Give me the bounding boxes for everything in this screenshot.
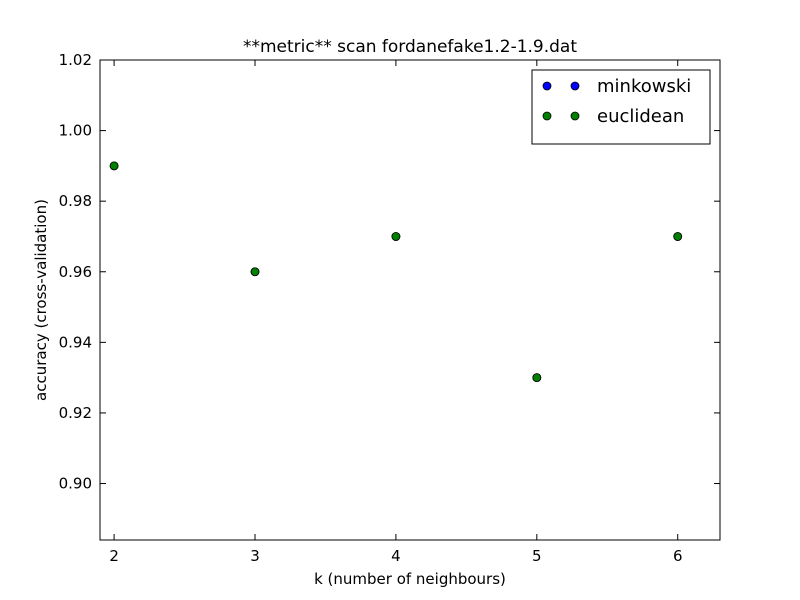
chart-title: **metric** scan fordanefake1.2-1.9.dat xyxy=(243,37,577,57)
y-tick-label: 0.92 xyxy=(59,404,92,422)
data-point-euclidean xyxy=(532,373,542,383)
data-point-euclidean xyxy=(109,161,119,171)
x-tick-label: 2 xyxy=(109,547,119,565)
plot-frame xyxy=(99,59,721,541)
data-point-euclidean xyxy=(673,232,683,241)
legend-marker-euclidean xyxy=(542,111,552,121)
x-axis-label: k (number of neighbours) xyxy=(314,570,506,588)
legend-marker-minkowski xyxy=(542,81,552,91)
y-axis-label: accuracy (cross-validation) xyxy=(32,199,50,401)
legend-marker-minkowski xyxy=(570,81,580,91)
x-tick-label: 6 xyxy=(673,547,683,565)
data-point-euclidean xyxy=(250,267,260,277)
legend: minkowski euclidean xyxy=(531,69,711,145)
legend-label-minkowski: minkowski xyxy=(597,76,691,97)
legend-label-euclidean: euclidean xyxy=(597,106,684,127)
legend-marker-euclidean xyxy=(570,111,580,121)
x-tick-label: 3 xyxy=(250,547,260,565)
y-tick-label: 1.02 xyxy=(59,51,92,69)
y-tick-label: 0.96 xyxy=(59,263,92,281)
x-tick-label: 5 xyxy=(532,547,542,565)
y-tick-label: 1.00 xyxy=(59,122,92,140)
x-tick-label: 4 xyxy=(391,547,401,565)
y-tick-label: 0.90 xyxy=(59,475,92,493)
plot-area: 2 3 4 5 6 0.90 0.92 0.94 0.96 0.98 1.00 1.02 xyxy=(59,51,721,565)
y-tick-label: 0.98 xyxy=(59,192,92,210)
data-point-euclidean xyxy=(391,232,401,241)
legend-box xyxy=(531,69,711,145)
y-tick-label: 0.94 xyxy=(59,333,92,351)
